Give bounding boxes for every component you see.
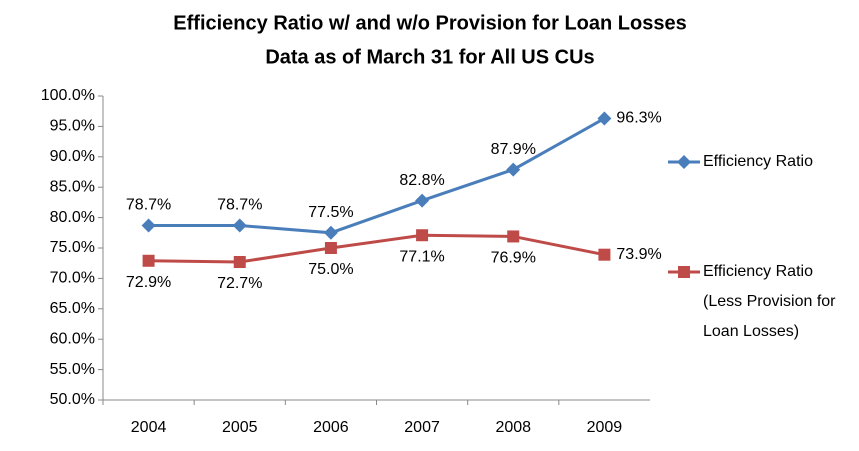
- data-label: 78.7%: [217, 197, 262, 214]
- legend-label: Efficiency Ratio: [703, 153, 813, 170]
- legend-marker: [678, 266, 690, 278]
- y-tick-label: 60.0%: [50, 330, 95, 347]
- data-point: [142, 254, 155, 267]
- data-point: [507, 230, 520, 243]
- data-point: [598, 248, 611, 261]
- y-tick-label: 70.0%: [50, 270, 95, 287]
- legend-marker: [677, 155, 691, 169]
- y-tick-label: 65.0%: [50, 300, 95, 317]
- x-tick-label: 2004: [131, 419, 167, 436]
- y-tick-label: 75.0%: [50, 239, 95, 256]
- data-label: 96.3%: [616, 110, 661, 127]
- data-label: 76.9%: [491, 250, 536, 267]
- data-label: 72.7%: [217, 275, 262, 292]
- data-label: 87.9%: [491, 141, 536, 158]
- x-tick-label: 2005: [222, 419, 258, 436]
- y-tick-label: 85.0%: [50, 178, 95, 195]
- data-label: 82.8%: [399, 172, 444, 189]
- data-point: [597, 111, 612, 126]
- series-line: [148, 117, 606, 235]
- data-point: [323, 225, 338, 240]
- y-tick-label: 90.0%: [50, 148, 95, 165]
- data-point: [324, 242, 337, 254]
- x-tick-label: 2008: [495, 419, 531, 436]
- data-point: [232, 218, 247, 233]
- legend-label: Efficiency Ratio (Less Provision for Loa…: [703, 263, 836, 340]
- y-tick-label: 95.0%: [50, 118, 95, 135]
- data-label: 75.0%: [308, 261, 353, 278]
- data-point: [416, 229, 429, 242]
- chart-subtitle: Data as of March 31 for All US CUs: [265, 46, 594, 68]
- data-label: 78.7%: [126, 197, 171, 214]
- data-label: 73.9%: [616, 246, 661, 263]
- data-label: 77.1%: [399, 248, 444, 265]
- chart-title: Efficiency Ratio w/ and w/o Provision fo…: [173, 12, 686, 34]
- y-tick-label: 100.0%: [41, 87, 95, 104]
- data-point: [233, 255, 246, 268]
- data-label: 72.9%: [126, 274, 171, 291]
- data-point: [506, 162, 521, 177]
- y-tick-label: 55.0%: [50, 361, 95, 378]
- data-point: [141, 218, 156, 233]
- x-tick-label: 2009: [587, 419, 623, 436]
- data-point: [415, 193, 430, 208]
- y-tick-label: 50.0%: [50, 391, 95, 408]
- x-tick-label: 2006: [313, 419, 349, 436]
- x-tick-label: 2007: [404, 419, 440, 436]
- series-line: [148, 233, 605, 264]
- y-tick-label: 80.0%: [50, 209, 95, 226]
- data-label: 77.5%: [308, 204, 353, 221]
